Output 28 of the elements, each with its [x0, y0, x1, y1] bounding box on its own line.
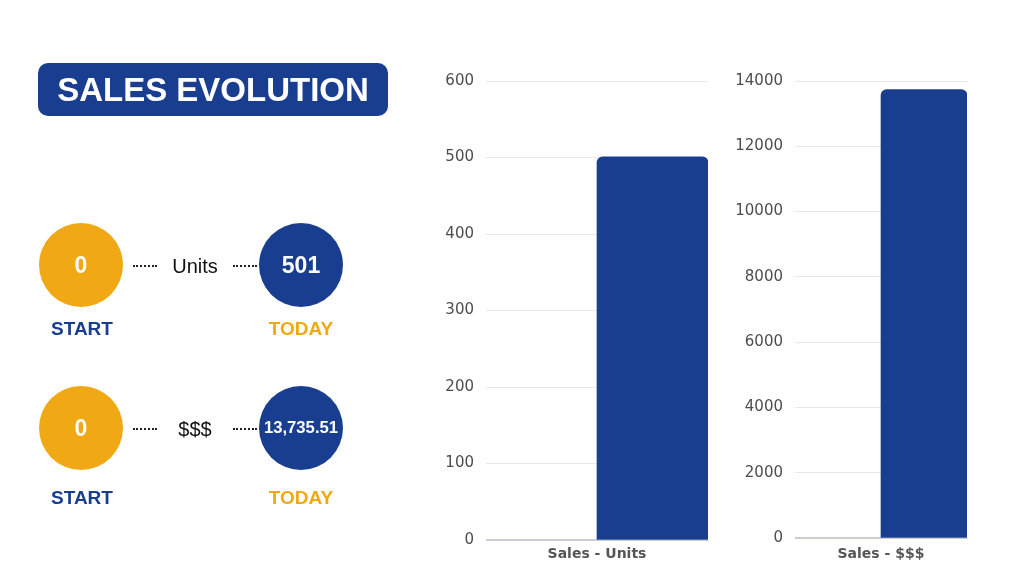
y-tick-label: 200 [445, 376, 474, 395]
y-tick-label: 10000 [735, 201, 783, 220]
x-axis-title: Sales - Units [547, 545, 647, 562]
x-axis-title: Sales - $$$ [837, 545, 925, 562]
y-tick-label: 400 [445, 223, 474, 242]
title-banner: SALES EVOLUTION [38, 63, 388, 116]
y-tick-label: 300 [445, 300, 474, 319]
circle: 0 [39, 386, 123, 470]
text: TODAY [268, 486, 334, 508]
y-tick-label: 100 [445, 453, 474, 472]
y-tick-label: 12000 [735, 136, 783, 155]
y-tick-label: 0 [464, 529, 474, 548]
y-tick-label: 6000 [744, 332, 783, 351]
text: START [51, 317, 113, 339]
text: $$$ [178, 418, 212, 440]
circle: 13,735.51 [259, 386, 343, 470]
y-tick-label: 4000 [744, 397, 783, 416]
y-tick-label: 2000 [744, 462, 783, 481]
circle: 501 [259, 223, 343, 307]
y-tick-label: 500 [445, 147, 474, 166]
y-tick-label: 600 [445, 70, 474, 89]
text: Units [172, 255, 218, 277]
y-tick-label: 8000 [744, 266, 783, 285]
y-tick-label: 14000 [735, 70, 783, 89]
text: START [51, 486, 113, 508]
y-tick-label: 0 [773, 527, 783, 546]
text: TODAY [268, 317, 334, 339]
circle: 0 [39, 223, 123, 307]
